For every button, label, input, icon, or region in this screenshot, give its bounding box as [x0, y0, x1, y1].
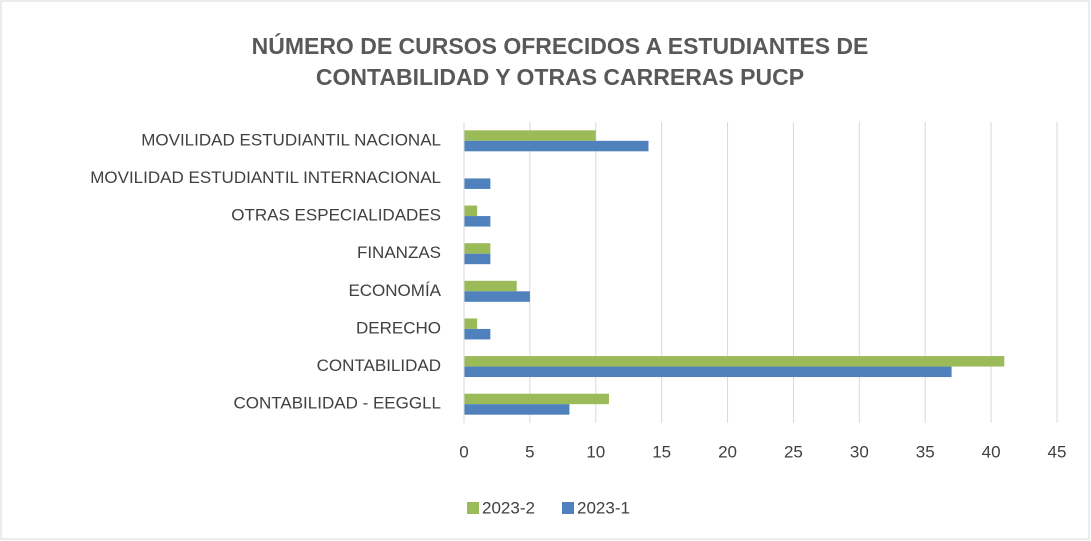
chart-title: NÚMERO DE CURSOS OFRECIDOS A ESTUDIANTES… [252, 32, 869, 59]
bar [464, 140, 649, 152]
bar [464, 328, 491, 340]
y-tick-label: ECONOMÍA [348, 281, 441, 300]
x-tick-label: 40 [982, 442, 1001, 461]
y-tick-label: MOVILIDAD ESTUDIANTIL INTERNACIONAL [90, 168, 441, 187]
x-tick-label: 10 [586, 442, 605, 461]
bar [464, 280, 517, 292]
bar [464, 393, 609, 405]
legend-label: 2023-2 [482, 498, 535, 517]
bar [464, 366, 952, 378]
bar [464, 291, 530, 302]
legend-swatch [562, 502, 574, 514]
bar [464, 205, 478, 217]
bar [464, 243, 491, 254]
x-tick-label: 45 [1048, 442, 1067, 461]
bar [464, 356, 1005, 367]
x-tick-label: 25 [784, 442, 803, 461]
y-tick-label: OTRAS ESPECIALIDADES [231, 206, 441, 225]
bar [464, 318, 478, 329]
bar [464, 404, 570, 415]
y-tick-label: FINANZAS [357, 243, 441, 262]
y-tick-label: DERECHO [356, 318, 441, 337]
y-tick-label: MOVILIDAD ESTUDIANTIL NACIONAL [141, 130, 441, 149]
bar [464, 178, 491, 189]
bar [464, 130, 596, 141]
bar [464, 216, 491, 227]
legend-swatch [467, 502, 479, 514]
x-tick-label: 15 [652, 442, 671, 461]
x-tick-label: 35 [916, 442, 935, 461]
y-tick-label: CONTABILIDAD [317, 356, 441, 375]
x-tick-label: 0 [459, 442, 468, 461]
y-tick-label: CONTABILIDAD - EEGGLL [233, 394, 441, 413]
bar [464, 253, 491, 265]
x-tick-label: 5 [525, 442, 534, 461]
x-tick-label: 20 [718, 442, 737, 461]
x-tick-label: 30 [850, 442, 869, 461]
legend-label: 2023-1 [577, 498, 630, 517]
chart-title: CONTABILIDAD Y OTRAS CARRERAS PUCP [316, 64, 804, 90]
